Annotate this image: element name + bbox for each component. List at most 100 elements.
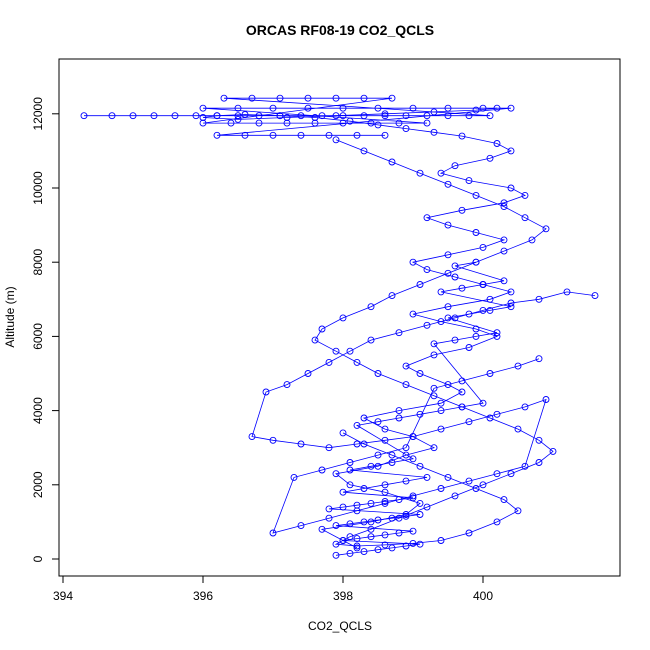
- x-axis-label: CO2_QCLS: [308, 619, 372, 633]
- data-point: [381, 541, 389, 549]
- data-point: [374, 546, 382, 554]
- data-point: [346, 481, 354, 489]
- data-point: [493, 410, 501, 418]
- data-point: [269, 529, 277, 537]
- data-point: [395, 414, 403, 422]
- data-point: [507, 303, 515, 311]
- data-point: [108, 112, 116, 120]
- data-point: [395, 119, 403, 127]
- series-line: [202, 107, 526, 549]
- data-point: [451, 314, 459, 322]
- data-point: [423, 112, 431, 120]
- data-point: [402, 381, 410, 389]
- data-point: [262, 388, 270, 396]
- data-point: [325, 131, 333, 139]
- data-point: [332, 522, 340, 530]
- data-point: [402, 362, 410, 370]
- data-point: [381, 112, 389, 120]
- data-point: [381, 531, 389, 539]
- y-tick-label: 4000: [31, 397, 45, 424]
- data-point: [199, 119, 207, 127]
- data-point: [458, 132, 466, 140]
- data-point: [465, 477, 473, 485]
- data-point: [269, 436, 277, 444]
- data-point: [402, 512, 410, 520]
- x-tick-label: 400: [473, 589, 493, 603]
- data-point: [276, 94, 284, 102]
- data-point: [374, 418, 382, 426]
- data-point: [486, 154, 494, 162]
- data-point: [549, 447, 557, 455]
- data-point: [444, 104, 452, 112]
- data-point: [360, 518, 368, 526]
- data-point: [514, 425, 522, 433]
- data-point: [332, 136, 340, 144]
- data-point: [458, 403, 466, 411]
- data-point: [234, 104, 242, 112]
- y-axis-label: Altitude (m): [3, 286, 17, 347]
- data-point: [255, 112, 263, 120]
- data-point: [395, 407, 403, 415]
- data-point: [409, 104, 417, 112]
- data-point: [360, 112, 368, 120]
- data-point: [332, 94, 340, 102]
- data-point: [290, 473, 298, 481]
- data-point: [437, 407, 445, 415]
- data-point: [304, 104, 312, 112]
- data-point: [472, 106, 480, 114]
- y-axis: 0 2000 4000 6000 8000 10000 12000: [31, 97, 60, 562]
- data-point: [339, 112, 347, 120]
- data-point: [367, 525, 375, 533]
- data-point: [521, 462, 529, 470]
- data-point: [465, 310, 473, 318]
- data-point: [360, 440, 368, 448]
- series-line: [84, 97, 512, 136]
- data-point: [346, 459, 354, 466]
- y-tick-label: 6000: [31, 323, 45, 350]
- data-point: [283, 381, 291, 389]
- data-point: [395, 514, 403, 522]
- data-point: [353, 440, 361, 448]
- data-point: [395, 529, 403, 537]
- data-point: [346, 520, 354, 528]
- data-point: [444, 112, 452, 120]
- data-point: [486, 370, 494, 377]
- data-point: [339, 314, 347, 322]
- data-point: [409, 433, 417, 441]
- data-point: [409, 494, 417, 502]
- data-point: [269, 131, 277, 139]
- data-point: [402, 112, 410, 120]
- data-point: [367, 533, 375, 541]
- data-point: [402, 542, 410, 550]
- data-point: [339, 537, 347, 544]
- data-point: [374, 104, 382, 112]
- data-point: [437, 485, 445, 492]
- data-point: [500, 203, 508, 211]
- data-point: [444, 180, 452, 188]
- data-point: [381, 110, 389, 118]
- data-point: [507, 184, 515, 192]
- data-point: [374, 451, 382, 459]
- data-point: [388, 459, 396, 466]
- data-point: [535, 436, 543, 444]
- data-point: [297, 522, 305, 530]
- data-point: [521, 191, 529, 199]
- y-tick-label: 0: [31, 555, 45, 562]
- data-point: [430, 384, 438, 392]
- data-point: [381, 425, 389, 433]
- data-point: [339, 488, 347, 496]
- data-point: [535, 355, 543, 363]
- data-point: [591, 292, 599, 300]
- data-point: [458, 284, 466, 292]
- data-point: [367, 462, 375, 470]
- data-point: [353, 358, 361, 366]
- data-point: [332, 470, 340, 478]
- data-point: [542, 396, 550, 403]
- data-point: [486, 112, 494, 120]
- chart-title: ORCAS RF08-19 CO2_QCLS: [246, 22, 434, 38]
- data-point: [465, 112, 473, 120]
- data-point: [479, 281, 487, 288]
- data-point: [437, 537, 445, 544]
- data-point: [458, 388, 466, 396]
- data-point: [325, 444, 333, 452]
